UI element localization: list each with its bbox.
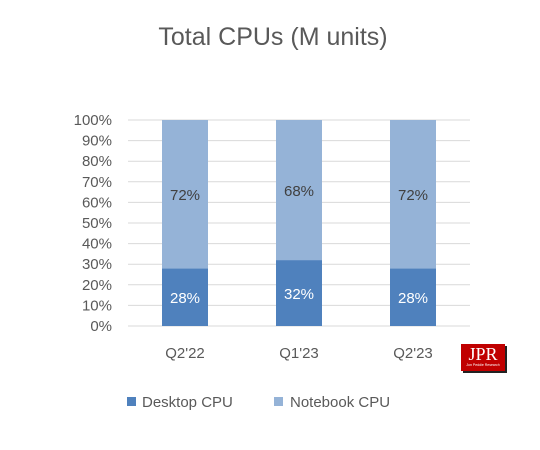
- legend-label: Notebook CPU: [290, 394, 390, 411]
- bar-segment: [276, 260, 322, 326]
- y-tick-label: 90%: [82, 133, 112, 150]
- legend-swatch: [127, 397, 136, 406]
- x-axis-categories: Q2'22 Q1'23 Q2'23: [165, 345, 433, 362]
- y-tick-label: 70%: [82, 174, 112, 191]
- y-tick-label: 0%: [90, 318, 112, 335]
- bars: [162, 120, 436, 326]
- x-category-label: Q2'22: [165, 345, 205, 362]
- y-tick-label: 20%: [82, 277, 112, 294]
- bar-segment: [162, 120, 208, 269]
- x-category-label: Q2'23: [393, 345, 433, 362]
- bar-segment: [162, 268, 208, 326]
- legend-swatch: [274, 397, 283, 406]
- data-labels: 28% 72% 32% 68% 28% 72%: [170, 183, 428, 307]
- y-tick-label: 60%: [82, 194, 112, 211]
- y-tick-label: 40%: [82, 236, 112, 253]
- x-category-label: Q1'23: [279, 345, 319, 362]
- bar-segment: [390, 120, 436, 269]
- data-label: 32%: [284, 286, 314, 303]
- y-tick-label: 100%: [74, 112, 112, 129]
- logo-subtitle: Jon Peddie Research: [466, 363, 500, 367]
- jpr-logo: JPR Jon Peddie Research: [461, 344, 505, 371]
- logo-letters: JPR: [468, 344, 498, 364]
- data-label: 68%: [284, 183, 314, 200]
- y-tick-label: 10%: [82, 297, 112, 314]
- y-tick-label: 50%: [82, 215, 112, 232]
- data-label: 28%: [170, 290, 200, 307]
- legend: Desktop CPU Notebook CPU: [127, 394, 390, 411]
- y-tick-label: 80%: [82, 153, 112, 170]
- bar-segment: [276, 120, 322, 261]
- bar-segment: [390, 268, 436, 326]
- legend-label: Desktop CPU: [142, 394, 233, 411]
- data-label: 28%: [398, 290, 428, 307]
- y-tick-label: 30%: [82, 256, 112, 273]
- chart-title: Total CPUs (M units): [158, 23, 387, 51]
- y-axis-ticks: 0% 10% 20% 30% 40% 50% 60% 70% 80% 90% 100%: [74, 112, 112, 335]
- data-label: 72%: [170, 187, 200, 204]
- data-label: 72%: [398, 187, 428, 204]
